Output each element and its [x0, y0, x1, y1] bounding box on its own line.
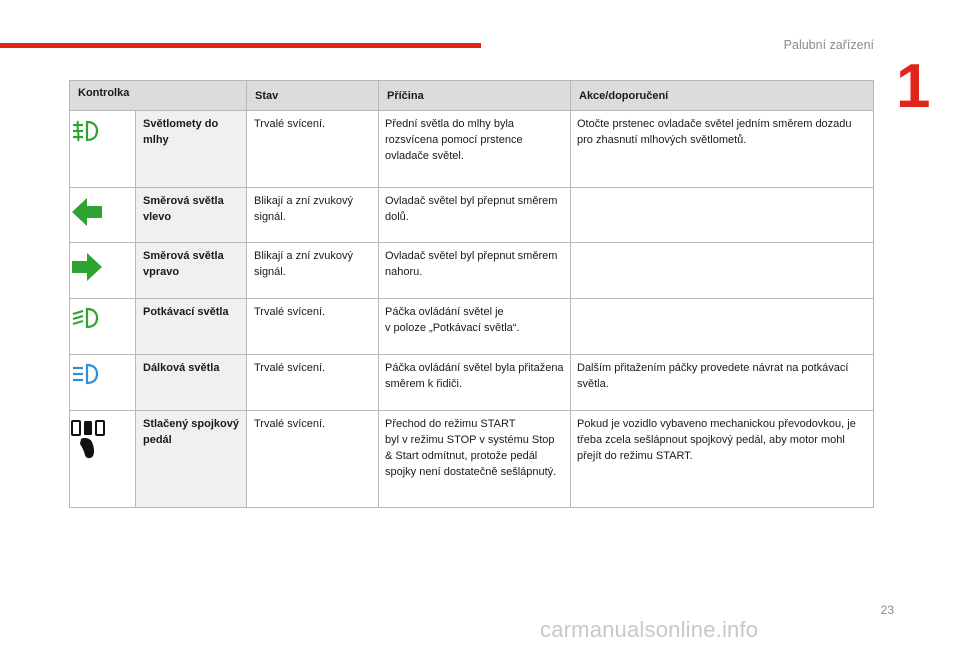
state-text: Blikají a zní zvukový signál. — [246, 187, 379, 243]
watermark: carmanualsonline.info — [540, 617, 759, 642]
header-cause: Příčina — [378, 80, 571, 111]
cause-text: Páčka ovládání světel je v poloze „Potká… — [378, 298, 571, 355]
state-text: Blikají a zní zvukový signál. — [246, 242, 379, 299]
state-text: Trvalé svícení. — [246, 354, 379, 411]
action-text: Otočte prstenec ovladače světel jedním s… — [570, 110, 874, 188]
header-indicator: Kontrolka — [69, 80, 247, 111]
action-text: Dalším přitažením páčky provedete návrat… — [570, 354, 874, 411]
indicator-name: Potkávací světla — [135, 298, 247, 355]
state-text: Trvalé svícení. — [246, 298, 379, 355]
table-row: Směrová světla vlevo Blikají a zní zvuko… — [69, 187, 874, 243]
cause-text: Ovladač světel byl přepnut směrem dolů. — [378, 187, 571, 243]
indicator-name: Stlačený spojkový pedál — [135, 410, 247, 508]
header-state: Stav — [246, 80, 379, 111]
action-text — [570, 298, 874, 355]
clutch-pedal-icon — [70, 419, 108, 459]
table-row: Dálková světla Trvalé svícení. Páčka ovl… — [69, 354, 874, 411]
table-header-row: Kontrolka Stav Příčina Akce/doporučení — [69, 80, 874, 111]
action-text — [570, 242, 874, 299]
state-text: Trvalé svícení. — [246, 410, 379, 508]
indicator-name: Dálková světla — [135, 354, 247, 411]
right-turn-signal-icon — [70, 251, 104, 283]
cause-text: Ovladač světel byl přepnut směrem nahoru… — [378, 242, 571, 299]
indicator-name: Směrová světla vlevo — [135, 187, 247, 243]
table-row: Stlačený spojkový pedál Trvalé svícení. … — [69, 410, 874, 508]
cause-line: Přechod do režimu START — [385, 418, 516, 430]
cause-text: Přední světla do mlhy byla rozsvícena po… — [378, 110, 571, 188]
section-title: Palubní zařízení — [783, 38, 874, 52]
cause-line: v poloze „Potkávací světla“. — [385, 321, 520, 334]
indicator-name: Světlomety do mlhy — [135, 110, 247, 188]
dipped-beam-icon — [70, 307, 100, 329]
header-action: Akce/doporučení — [570, 80, 874, 111]
section-accent-bar — [0, 43, 481, 48]
table-row: Světlomety do mlhy Trvalé svícení. Předn… — [69, 110, 874, 188]
front-fog-lights-icon — [70, 119, 100, 143]
action-text — [570, 187, 874, 243]
main-beam-icon — [70, 363, 100, 385]
table-row: Potkávací světla Trvalé svícení. Páčka o… — [69, 298, 874, 355]
cause-line: Páčka ovládání světel je — [385, 306, 504, 318]
cause-text: Páčka ovládání světel byla přitažena smě… — [378, 354, 571, 411]
cause-text: Přechod do režimu START byl v režimu STO… — [378, 410, 571, 508]
table-row: Směrová světla vpravo Blikají a zní zvuk… — [69, 242, 874, 299]
page-number: 23 — [880, 603, 894, 617]
warning-lights-table: Kontrolka Stav Příčina Akce/doporučení — [69, 80, 874, 508]
left-turn-signal-icon — [70, 196, 104, 228]
chapter-number: 1 — [896, 52, 931, 121]
action-text: Pokud je vozidlo vybaveno mechanickou př… — [570, 410, 874, 508]
cause-line: byl v režimu STOP v systému Stop & Start… — [385, 433, 557, 478]
state-text: Trvalé svícení. — [246, 110, 379, 188]
indicator-name: Směrová světla vpravo — [135, 242, 247, 299]
